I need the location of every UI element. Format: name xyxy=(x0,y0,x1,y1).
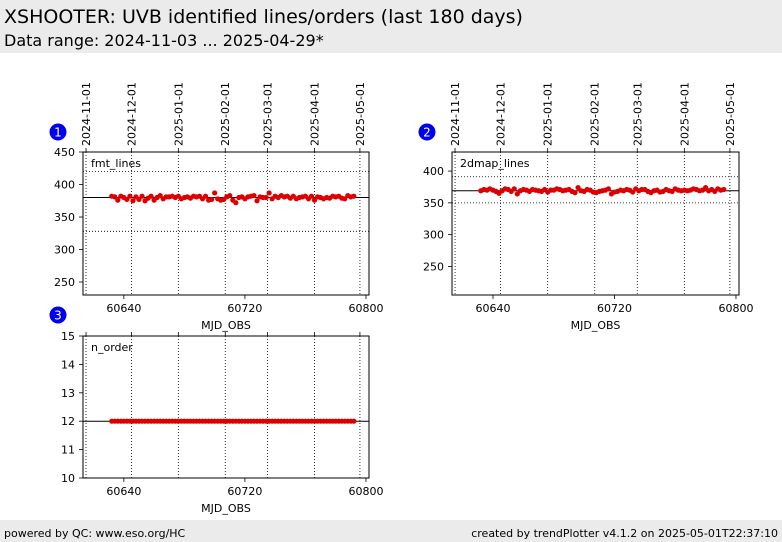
data-point xyxy=(157,192,163,199)
x-tick-label: 60640 xyxy=(476,302,511,315)
footer-powered-by: powered by QC: www.eso.org/HC xyxy=(4,527,186,540)
date-tick-label: 2024-11-01 xyxy=(449,82,462,146)
y-tick-label: 450 xyxy=(54,146,75,159)
panel-3: 10 11 12 13 14 15 60640 60720 60800 MJD_OBS n_orde… xyxy=(49,306,383,515)
data-point xyxy=(308,193,315,199)
date-tick-label: 2025-02-01 xyxy=(219,82,232,146)
data-point xyxy=(212,190,218,196)
panel-1: 2024-11-01 2024-12-01 2025-01-01 2025-02-01… xyxy=(49,82,383,332)
panel-2: 2024-11-01 2024-12-01 2025-01-01 2025-02-01… xyxy=(418,82,753,332)
x-tick-label: 60800 xyxy=(348,485,383,498)
y-tick-label: 250 xyxy=(423,260,444,273)
data-point xyxy=(127,193,133,199)
x-axis-label: MJD_OBS xyxy=(201,502,251,515)
panel-number-label: 3 xyxy=(54,309,62,323)
y-tick-label: 12 xyxy=(61,415,75,428)
data-point xyxy=(721,186,727,193)
data-point xyxy=(233,200,239,206)
data-point xyxy=(112,194,118,200)
x-tick-label: 60720 xyxy=(597,302,632,315)
y-tick-label: 300 xyxy=(54,244,75,257)
data-point xyxy=(202,193,209,199)
panel-number-badge xyxy=(49,306,67,324)
date-tick-label: 2025-05-01 xyxy=(724,82,737,146)
x-axis-label: MJD_OBS xyxy=(201,319,251,332)
y-tick-label: 350 xyxy=(423,197,444,210)
y-tick-label: 14 xyxy=(61,358,75,371)
date-tick-label: 2025-02-01 xyxy=(589,82,602,146)
data-point xyxy=(115,197,121,203)
data-point xyxy=(511,186,517,192)
page-title: XSHOOTER: UVB identified lines/orders (l… xyxy=(4,6,523,28)
y-tick-label: 13 xyxy=(61,387,75,400)
data-point xyxy=(342,196,348,202)
x-tick-label: 60800 xyxy=(718,302,753,315)
date-tick-label: 2025-01-01 xyxy=(542,82,555,146)
report-header: XSHOOTER: UVB identified lines/orders (l… xyxy=(0,0,782,53)
date-tick-label: 2025-05-01 xyxy=(354,82,367,146)
plot-frame xyxy=(451,151,740,296)
data-point xyxy=(351,418,357,424)
x-tick-label: 60640 xyxy=(106,302,141,315)
date-tick-label: 2024-11-01 xyxy=(80,82,93,146)
date-tick-label: 2025-03-01 xyxy=(631,82,644,146)
y-tick-label: 300 xyxy=(423,229,444,242)
data-point xyxy=(254,198,260,204)
panel-number-label: 2 xyxy=(423,126,431,140)
data-point xyxy=(311,197,318,203)
data-point xyxy=(130,198,136,204)
y-tick-label: 11 xyxy=(61,444,75,457)
date-tick-label: 2025-03-01 xyxy=(262,82,275,146)
data-point xyxy=(209,196,215,203)
panel-label: 2dmap_lines xyxy=(460,157,530,170)
panel-label: fmt_lines xyxy=(91,157,141,170)
x-tick-label: 60720 xyxy=(227,302,262,315)
date-tick-label: 2025-04-01 xyxy=(678,82,691,146)
footer-created-by: created by trendPlotter v4.1.2 on 2025-0… xyxy=(471,527,778,540)
y-tick-label: 400 xyxy=(423,165,444,178)
panel-number-badge xyxy=(418,123,436,141)
data-point xyxy=(124,196,130,203)
panel-number-label: 1 xyxy=(54,126,62,140)
data-point xyxy=(263,194,269,201)
data-point xyxy=(266,190,272,196)
data-point xyxy=(227,192,233,199)
panel-number-badge xyxy=(49,123,67,141)
data-point xyxy=(136,196,142,203)
plot-frame xyxy=(82,151,370,296)
data-point xyxy=(351,193,357,199)
y-tick-label: 400 xyxy=(54,179,75,192)
panel-label: n_order xyxy=(91,341,133,354)
report-footer: powered by QC: www.eso.org/HC created by… xyxy=(0,520,782,542)
x-tick-label: 60720 xyxy=(227,485,262,498)
data-range-subtitle: Data range: 2024-11-03 ... 2025-04-29* xyxy=(4,31,324,50)
date-tick-label: 2024-12-01 xyxy=(495,82,508,146)
y-tick-label: 10 xyxy=(61,472,75,485)
x-tick-label: 60800 xyxy=(348,302,383,315)
data-point xyxy=(572,190,578,196)
date-tick-label: 2025-04-01 xyxy=(309,82,322,146)
data-point xyxy=(148,193,154,199)
plot-frame xyxy=(82,335,370,479)
y-tick-label: 15 xyxy=(61,330,75,343)
date-tick-label: 2024-12-01 xyxy=(125,82,138,146)
y-tick-label: 350 xyxy=(54,211,75,224)
data-point xyxy=(139,193,145,199)
x-axis-label: MJD_OBS xyxy=(571,319,621,332)
y-tick-label: 250 xyxy=(54,276,75,289)
data-point xyxy=(251,192,257,199)
x-tick-label: 60640 xyxy=(106,485,141,498)
data-point xyxy=(605,186,612,192)
date-tick-label: 2025-01-01 xyxy=(172,82,185,146)
